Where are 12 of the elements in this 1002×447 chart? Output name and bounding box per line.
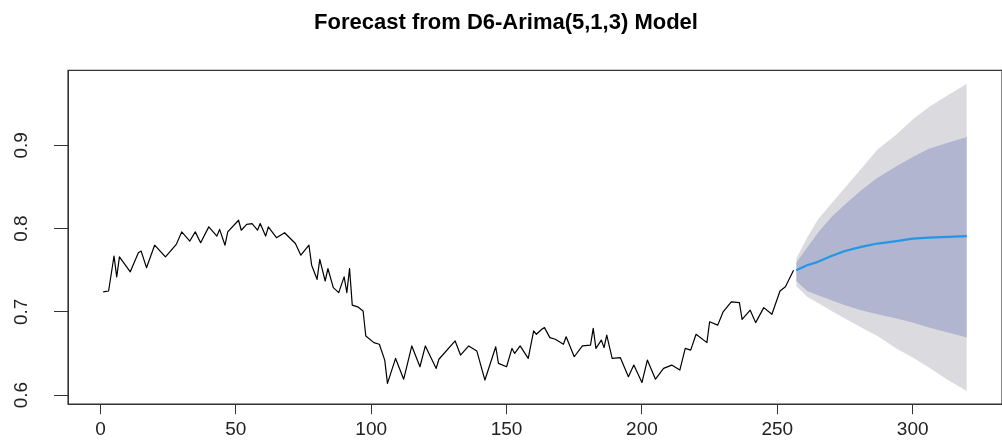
x-tick-label: 150 bbox=[490, 417, 523, 439]
x-tick-label: 100 bbox=[355, 417, 388, 439]
y-tick-label: 0.6 bbox=[10, 381, 32, 409]
y-tick-label: 0.8 bbox=[10, 215, 32, 242]
x-tick-label: 200 bbox=[626, 417, 658, 439]
x-tick-label: 300 bbox=[896, 417, 929, 439]
x-tick-label: 0 bbox=[95, 417, 106, 439]
x-tick-label: 250 bbox=[761, 417, 794, 439]
x-tick-label: 50 bbox=[225, 417, 247, 439]
y-tick-label: 0.7 bbox=[10, 298, 32, 326]
y-tick-label: 0.9 bbox=[10, 132, 32, 159]
chart-title: Forecast from D6-Arima(5,1,3) Model bbox=[314, 9, 698, 35]
